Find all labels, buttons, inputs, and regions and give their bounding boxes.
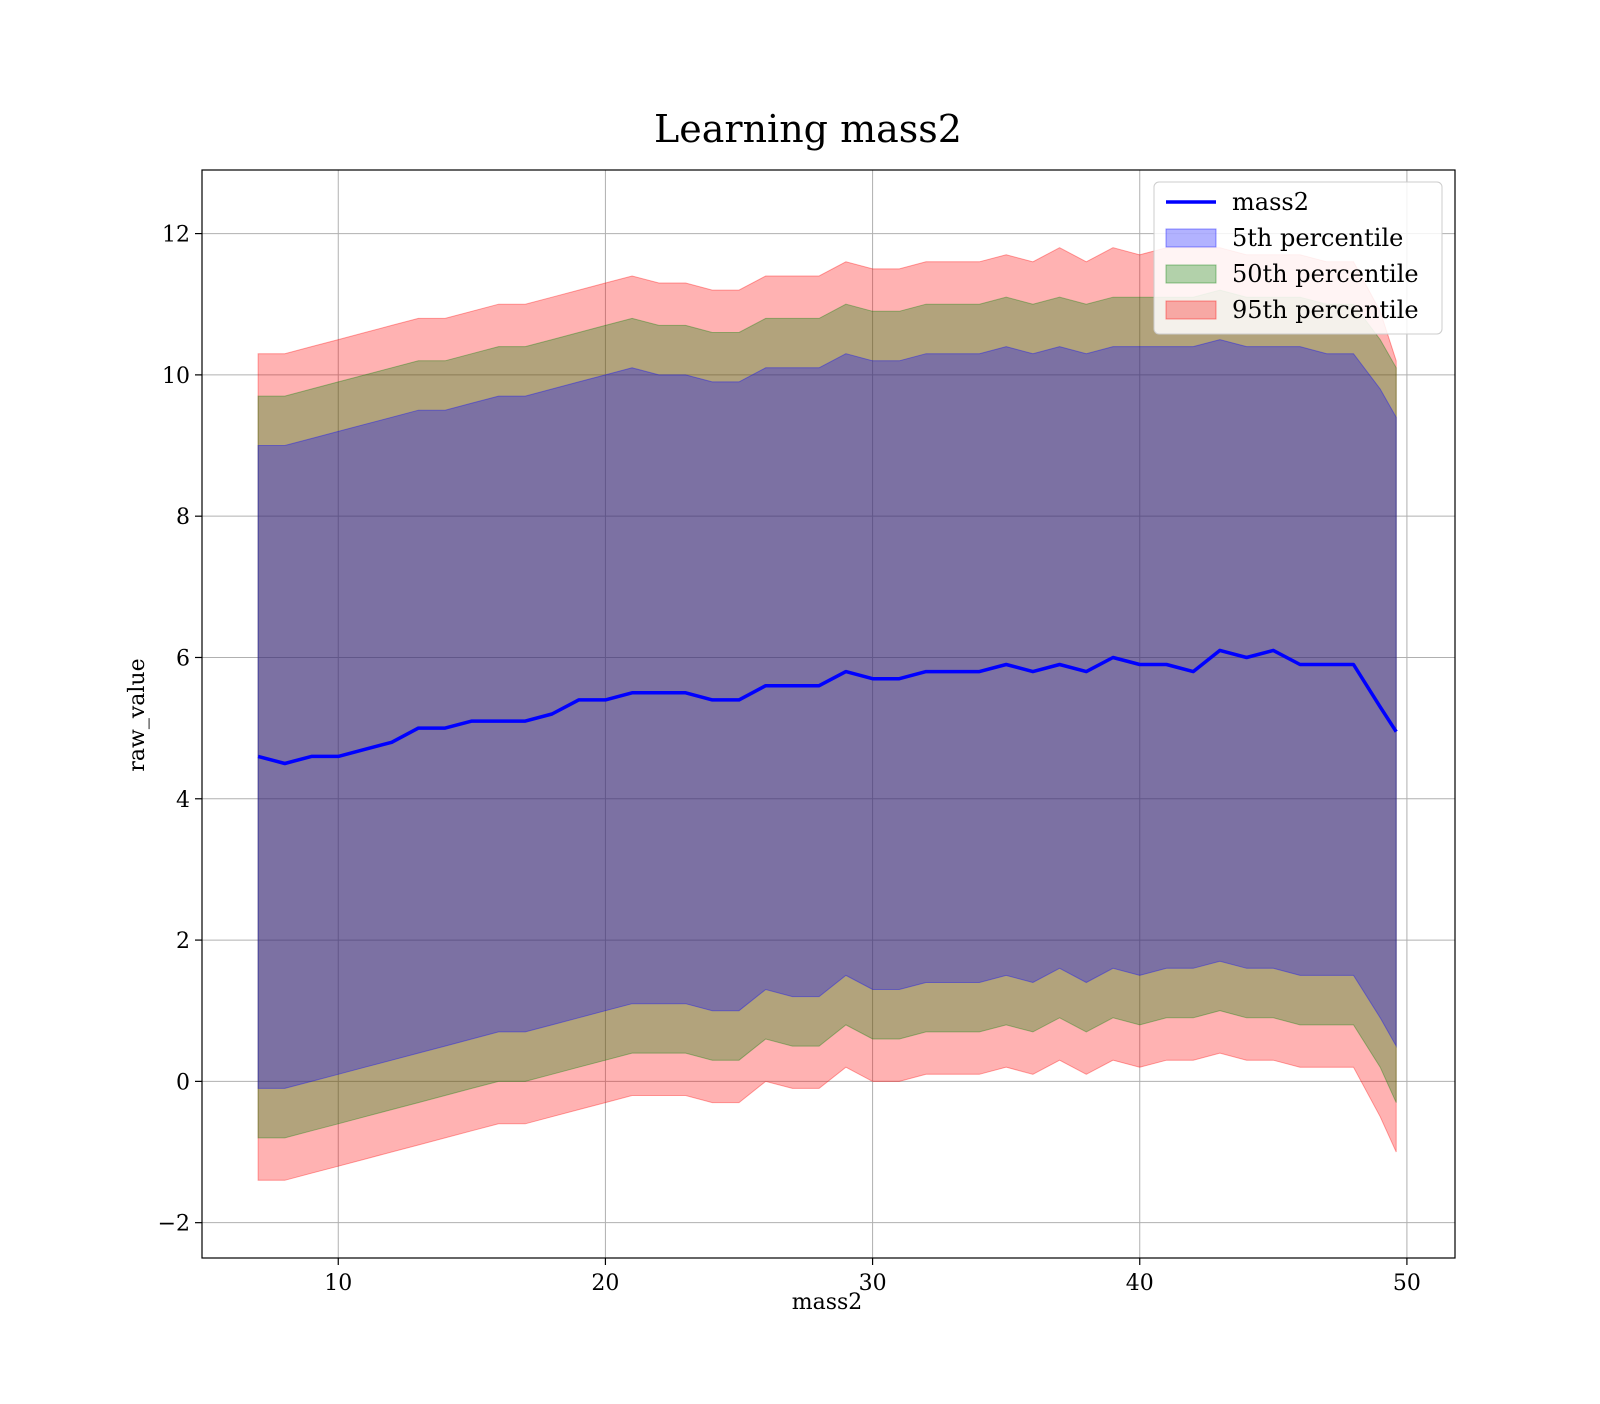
y-tick-label: 2 <box>176 929 190 954</box>
legend-label: mass2 <box>1232 188 1309 216</box>
x-axis-label: mass2 <box>792 1290 863 1315</box>
y-axis-label: raw_value <box>125 658 150 771</box>
legend-label: 5th percentile <box>1232 224 1403 252</box>
legend-label: 50th percentile <box>1232 260 1419 288</box>
band-50th-percentile <box>257 289 1397 1139</box>
x-tick-label: 10 <box>324 1271 352 1296</box>
legend-swatch-band <box>1165 300 1217 320</box>
y-tick-label: 8 <box>176 505 190 530</box>
legend-swatch-band <box>1165 228 1217 248</box>
x-tick-label: 30 <box>859 1271 887 1296</box>
chart-title: Learning mass2 <box>654 107 962 151</box>
y-tick-label: −2 <box>158 1212 190 1237</box>
y-tick-label: 12 <box>162 223 190 248</box>
y-tick-label: 4 <box>176 788 190 813</box>
y-tick-label: 0 <box>176 1070 190 1095</box>
x-tick-label: 50 <box>1393 1271 1421 1296</box>
x-tick-label: 40 <box>1126 1271 1154 1296</box>
band-95th-percentile <box>257 247 1397 1181</box>
plot-frame <box>201 169 1456 1259</box>
legend-label: 95th percentile <box>1232 296 1419 324</box>
x-tick-label: 20 <box>591 1271 619 1296</box>
series-line-mass2 <box>257 648 1398 766</box>
y-tick-label: 10 <box>162 364 190 389</box>
y-tick-label: 6 <box>176 646 190 671</box>
plot-area: 10 20 30 40 50 −2 0 2 4 6 8 10 12 mass2 5th percentile… <box>158 169 1456 1296</box>
legend-box <box>1153 181 1443 335</box>
legend-swatch-band <box>1165 264 1217 284</box>
band-5th-percentile <box>257 339 1397 1089</box>
